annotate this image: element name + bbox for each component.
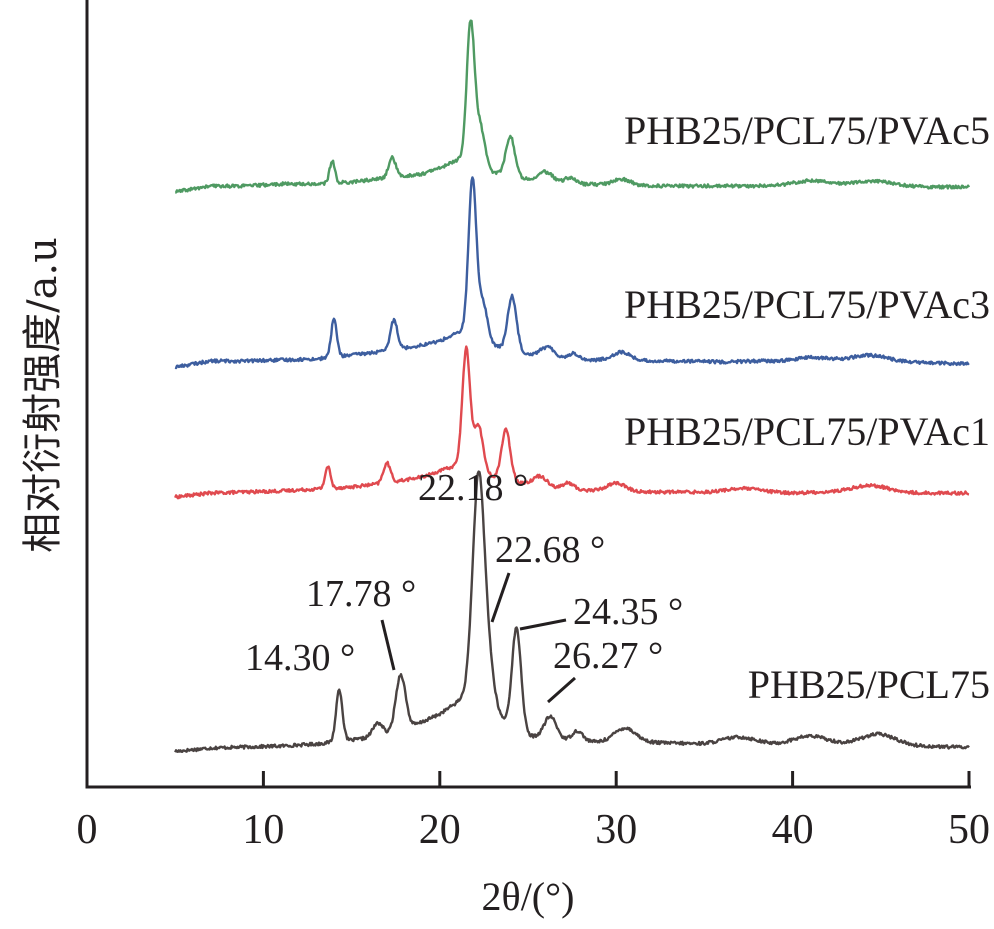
leader-line-24-35 <box>519 618 567 631</box>
annotation-24-35: 24.35 ° <box>573 591 683 633</box>
y-axis-label: 相对衍射强度/a.u <box>20 237 66 553</box>
leader-line-22-68 <box>490 572 511 623</box>
series-labels: PHB25/PCL75/PVAc5 PHB25/PCL75/PVAc3 PHB2… <box>624 108 990 707</box>
x-tick-label-30: 30 <box>595 807 637 853</box>
x-axis-label: 2θ/(°) <box>482 874 575 919</box>
annotation-17-78: 17.78 ° <box>306 573 416 615</box>
x-tick-label-50: 50 <box>948 807 990 853</box>
series-line-0 <box>174 470 970 754</box>
leader-line-26-27 <box>547 676 576 704</box>
x-tick-label-10: 10 <box>242 807 284 853</box>
series-label-pvac1: PHB25/PCL75/PVAc1 <box>624 409 990 454</box>
leader-line-17-78 <box>380 619 396 671</box>
axes <box>85 0 971 789</box>
x-tick-label-0: 0 <box>77 807 98 853</box>
series-label-pvac5: PHB25/PCL75/PVAc5 <box>624 108 990 153</box>
series-line-2 <box>174 176 970 370</box>
series-label-phb25-pcl75: PHB25/PCL75 <box>748 662 990 707</box>
series-line-1 <box>174 345 970 500</box>
annotation-26-27: 26.27 ° <box>553 635 663 677</box>
series-group <box>174 19 971 754</box>
annotation-22-18: 22.18 ° <box>418 467 528 509</box>
series-label-pvac3: PHB25/PCL75/PVAc3 <box>624 282 990 327</box>
annotation-22-68: 22.68 ° <box>495 529 605 571</box>
x-ticks: 0 10 20 30 40 50 <box>77 771 990 853</box>
annotation-leaders <box>380 572 576 704</box>
x-tick-label-20: 20 <box>419 807 461 853</box>
series-line-3 <box>174 19 971 194</box>
annotations: 14.30 ° 17.78 ° 22.18 ° 22.68 ° 24.35 ° … <box>245 467 683 679</box>
x-tick-label-40: 40 <box>772 807 814 853</box>
annotation-14-30: 14.30 ° <box>245 637 355 679</box>
